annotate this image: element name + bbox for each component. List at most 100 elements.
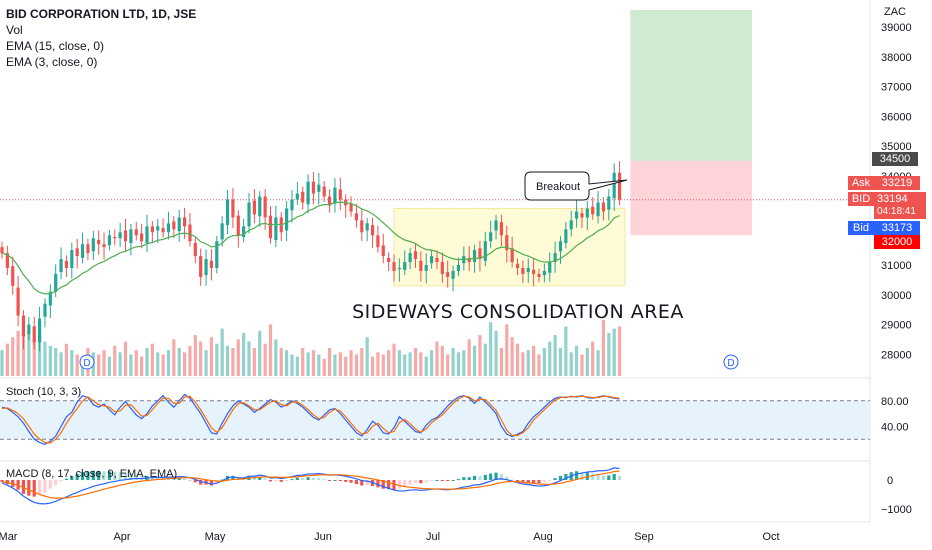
volume-bar	[258, 330, 262, 376]
volume-bar	[397, 350, 401, 376]
volume-bar	[472, 345, 477, 376]
volume-bar	[129, 354, 133, 376]
macd-histogram-bar	[134, 474, 138, 480]
candle-body	[564, 229, 568, 243]
candle-body	[311, 181, 316, 194]
macd-histogram-bar	[483, 474, 487, 480]
candle-body	[510, 248, 514, 263]
volume-bar	[54, 348, 58, 376]
volume-bar	[322, 358, 326, 376]
macd-histogram-bar	[564, 474, 568, 480]
candle-body	[236, 215, 240, 236]
price-tick-label: 28000	[881, 349, 912, 361]
macd-histogram-bar	[435, 480, 439, 481]
volume-bar	[295, 356, 299, 376]
macd-histogram-bar	[59, 480, 63, 482]
macd-histogram-bar	[54, 480, 58, 486]
macd-histogram-bar	[209, 480, 214, 486]
volume-bar	[408, 352, 412, 376]
volume-bar	[591, 341, 595, 376]
candle-body	[204, 259, 208, 276]
candle-body	[290, 199, 294, 211]
volume-bar	[75, 354, 79, 376]
macd-histogram-bar	[478, 476, 482, 480]
volume-bar	[285, 350, 289, 376]
volume-bar	[435, 341, 439, 376]
volume-bar	[440, 345, 444, 376]
ask-label-tag: Ask	[848, 176, 874, 190]
candle-body	[591, 206, 595, 215]
candle-body	[505, 235, 509, 251]
candle-body	[193, 242, 197, 257]
price-tick-label: 30000	[881, 290, 912, 302]
volume-bar	[290, 354, 294, 376]
macd-histogram-bar	[344, 480, 348, 482]
macd-histogram-bar	[526, 480, 530, 483]
candle-body	[86, 244, 90, 254]
macd-histogram-bar	[252, 477, 256, 480]
volume-bar	[617, 326, 622, 376]
macd-tick-label: 0	[887, 475, 893, 487]
candle-body	[370, 225, 375, 236]
macd-histogram-bar	[268, 480, 273, 482]
candle-body	[209, 260, 214, 268]
macd-histogram-bar	[446, 480, 450, 481]
x-tick-label: Apr	[113, 531, 130, 543]
macd-histogram-bar	[32, 480, 36, 497]
candle-body	[59, 259, 63, 273]
macd-histogram-bar	[354, 480, 359, 485]
bid-price-tag: 33173	[874, 221, 920, 235]
macd-histogram-bar	[601, 475, 606, 480]
volume-bar	[279, 348, 283, 376]
axes: 2800029000300003100032000330003400035000…	[0, 22, 912, 543]
macd-histogram-bar	[333, 480, 337, 481]
candle-body	[494, 220, 498, 231]
macd-histogram-bar	[548, 480, 552, 481]
candle-body	[553, 253, 557, 263]
candle-body	[70, 250, 74, 268]
macd-histogram-bar	[188, 480, 192, 481]
volume-bar	[494, 330, 498, 376]
ema15-line	[1, 201, 620, 295]
price-tick-label: 39000	[881, 22, 912, 34]
volume-bar	[220, 328, 224, 376]
volume-bar	[462, 350, 466, 376]
macd-histogram-bar	[43, 480, 47, 493]
candle-body	[365, 223, 369, 231]
macd-histogram-bar	[360, 480, 364, 486]
volume-bar	[37, 332, 42, 376]
stoch-k-line	[1, 393, 620, 445]
candle-body	[349, 203, 353, 212]
macd-histogram-bar	[553, 478, 557, 480]
volume-bar	[306, 352, 310, 376]
macd-histogram-bar	[193, 480, 197, 483]
candle-body	[16, 287, 20, 316]
candle-body	[360, 220, 364, 233]
x-tick-label: Aug	[533, 531, 553, 543]
candle-body	[322, 186, 326, 197]
macd-histogram-bar	[397, 480, 401, 489]
chart-legend: BID CORPORATION LTD, 1D, JSE Vol EMA (15…	[6, 6, 196, 70]
macd-histogram-bar	[172, 478, 176, 480]
volume-bar	[360, 348, 364, 376]
volume-bar	[381, 354, 385, 376]
macd-histogram-bar	[274, 480, 278, 481]
stoch-tick-label: 40.00	[881, 421, 909, 433]
candle-body	[387, 257, 391, 263]
candle-body	[182, 217, 187, 227]
candle-body	[199, 256, 203, 277]
volume-bar	[193, 335, 197, 376]
x-tick-label: Oct	[762, 531, 779, 543]
bid-label-tag: Bid	[848, 221, 874, 235]
macd-histogram-bar	[494, 472, 498, 480]
macd-histogram-bar	[64, 478, 69, 480]
volume-bar	[387, 350, 391, 376]
macd-histogram-bar	[37, 480, 42, 495]
volume-bar	[532, 345, 536, 376]
x-tick-label: Jul	[426, 531, 440, 543]
volume-bar	[274, 339, 278, 376]
candle-body	[54, 273, 58, 292]
volume-bar	[102, 350, 106, 376]
candle-body	[27, 324, 31, 335]
